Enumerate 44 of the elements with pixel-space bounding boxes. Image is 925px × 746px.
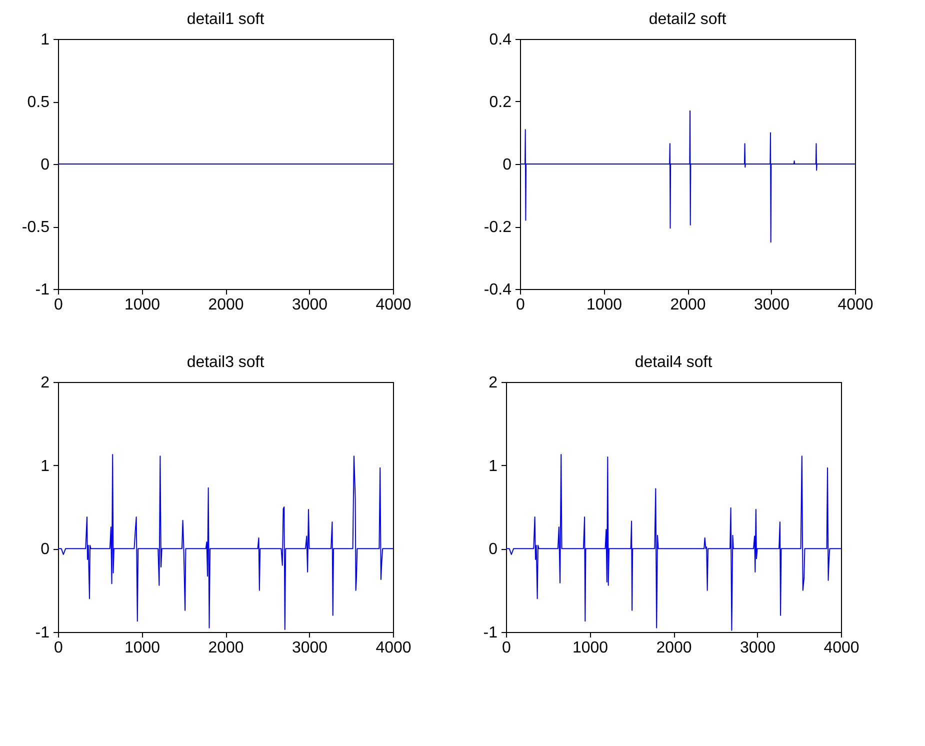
x-tick-label: 4000 [376, 296, 412, 314]
y-tick-label: -0.5 [22, 219, 50, 236]
y-tick-label: -1 [483, 624, 498, 642]
y-tick-label: 0.4 [489, 32, 512, 48]
y-tick-label: -0.4 [484, 282, 512, 298]
x-tick-label: 2000 [208, 296, 244, 314]
x-tick-label: 1000 [124, 640, 160, 656]
x-tick-label: 1000 [586, 296, 622, 314]
line-series [520, 110, 855, 243]
x-tick-label: 3000 [292, 640, 328, 656]
y-tick-label: 1 [40, 458, 50, 475]
y-tick-label: 0 [40, 541, 50, 558]
y-tick-label: -1 [35, 624, 50, 642]
x-tick-label: 2000 [208, 640, 244, 656]
x-tick-label: 0 [54, 640, 64, 656]
x-tick-label: 4000 [824, 640, 860, 656]
y-tick-label: 0 [502, 156, 512, 174]
x-tick-label: 4000 [376, 640, 412, 656]
x-tick-label: 3000 [754, 296, 790, 314]
x-tick-label: 0 [54, 296, 64, 314]
line-series [58, 454, 393, 630]
x-tick-label: 2000 [670, 296, 706, 314]
chart-title: detail1 soft [186, 11, 265, 28]
x-tick-label: 3000 [292, 296, 328, 314]
chart-title: detail2 soft [648, 11, 727, 28]
x-tick-label: 2000 [656, 640, 692, 656]
x-tick-label: 3000 [740, 640, 776, 656]
y-tick-label: 2 [40, 374, 50, 392]
x-tick-label: 4000 [838, 296, 874, 314]
y-tick-label: -0.2 [484, 219, 512, 236]
y-tick-label: 0 [40, 156, 50, 174]
x-tick-label: 1000 [572, 640, 608, 656]
x-tick-label: 0 [516, 296, 526, 314]
line-series [506, 454, 841, 631]
y-tick-label: -1 [35, 282, 50, 298]
y-tick-label: 1 [40, 32, 50, 48]
x-tick-label: 1000 [124, 296, 160, 314]
y-tick-label: 0.2 [489, 94, 512, 111]
y-tick-label: 2 [488, 374, 498, 392]
chart-title: detail3 soft [186, 354, 265, 371]
chart-title: detail4 soft [634, 354, 713, 371]
y-tick-label: 0 [488, 541, 498, 558]
y-tick-label: 0.5 [27, 94, 50, 111]
y-tick-label: 1 [488, 458, 498, 475]
